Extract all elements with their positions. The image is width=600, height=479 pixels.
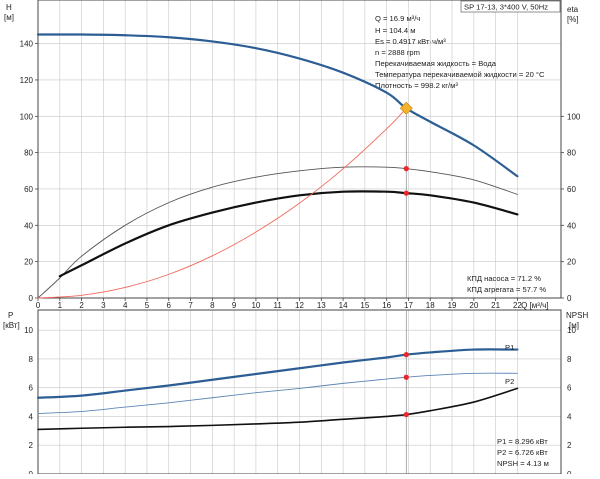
xtick-label: 21 <box>491 301 500 310</box>
top-ytick-right-label: 60 <box>567 185 576 194</box>
bottom-ytick-left-label: 4 <box>29 412 34 421</box>
system-curve <box>37 107 407 299</box>
top-ytick-right-label: 0 <box>567 294 572 303</box>
power-point-marker <box>403 352 409 358</box>
bottom-ytick-right-label: 0 <box>567 470 572 474</box>
top-ylabel-left-line2: [м] <box>4 13 14 22</box>
info-flow: Q = 16.9 м³/ч <box>375 14 420 23</box>
bottom-ylabel-left-line1: P <box>8 311 13 320</box>
efficiency-pump-curve <box>37 166 518 299</box>
top-series-group <box>36 33 519 299</box>
efficiency-point-marker <box>403 190 409 196</box>
xtick-label: 13 <box>317 301 326 310</box>
xtick-label: 3 <box>101 301 106 310</box>
xtick-label: 1 <box>58 301 63 310</box>
chart-title: SP 17-13, 3*400 V, 50Hz <box>464 3 548 12</box>
x-axis-label: Q [м³/ч] <box>521 301 548 310</box>
xtick-label: 19 <box>448 301 457 310</box>
xtick-label: 9 <box>232 301 237 310</box>
top-ytick-left-label: 80 <box>24 149 33 158</box>
xtick-label: 16 <box>382 301 391 310</box>
bottom-ytick-left-label: 10 <box>24 326 33 335</box>
xtick-label: 17 <box>404 301 413 310</box>
info-liquid: Перекачиваемая жидкость = Вода <box>375 59 497 68</box>
power-p2-curve <box>37 372 518 415</box>
top-ytick-left-label: 120 <box>20 76 34 85</box>
info-head: H = 104.4 м <box>375 26 415 35</box>
top-ytick-left-label: 0 <box>29 294 34 303</box>
bottom-ytick-left-label: 6 <box>29 384 34 393</box>
bottom-series-group <box>36 310 519 474</box>
efficiency-label-pump: КПД насоса = 71.2 % <box>467 274 541 283</box>
operating-point-marker <box>399 101 413 115</box>
top-ylabel-right-line1: eta <box>567 5 579 14</box>
operating-info-block: Q = 16.9 м³/ч H = 104.4 м Es = 0.4917 кВ… <box>375 14 545 90</box>
bottom-ytick-left-label: 2 <box>29 441 34 450</box>
xtick-label: 22 <box>513 301 522 310</box>
top-ytick-left-label: 60 <box>24 185 33 194</box>
chart-title-box <box>460 0 561 13</box>
xtick-label: 0 <box>36 301 41 310</box>
npsh-curve <box>37 387 519 431</box>
curve-label-p1: P1 <box>505 343 514 352</box>
info-p1: P1 = 8.296 кВт <box>497 437 548 446</box>
xtick-label: 12 <box>295 301 304 310</box>
bottom-ytick-right-label: 8 <box>567 355 572 364</box>
info-speed: n = 2888 rpm <box>375 48 420 57</box>
power-p1-curve <box>36 348 519 399</box>
power-point-marker <box>403 411 409 418</box>
bottom-ytick-right-label: 2 <box>567 441 572 450</box>
xtick-label: 14 <box>339 301 348 310</box>
bottom-ytick-right-label: 6 <box>567 384 572 393</box>
xtick-label: 18 <box>426 301 435 310</box>
efficiency-label-unit: КПД агрегата = 57.7 % <box>467 285 546 294</box>
head-curve <box>36 33 519 178</box>
xtick-label: 8 <box>210 301 215 310</box>
top-ylabel-right-line2: [%] <box>567 15 579 24</box>
info-temperature: Температура перекачиваемой жидкости = 20… <box>375 70 545 79</box>
efficiency-unit-curve <box>58 190 519 278</box>
top-ytick-left-label: 40 <box>24 221 33 230</box>
xtick-label: 7 <box>188 301 193 310</box>
power-point-marker <box>403 374 409 380</box>
info-p2: P2 = 6.726 кВт <box>497 448 548 457</box>
top-ytick-left-label: 20 <box>24 258 33 267</box>
efficiency-point-marker <box>403 166 409 172</box>
top-ylabel-left-line1: H <box>6 3 12 12</box>
bottom-ylabel-left-line2: [кВт] <box>3 321 20 330</box>
top-ytick-right-label: 100 <box>567 112 581 121</box>
xtick-label: 2 <box>79 301 84 310</box>
bottom-ytick-right-label: 4 <box>567 412 572 421</box>
bottom-gridlines <box>38 310 561 474</box>
top-ytick-right-label: 40 <box>567 221 576 230</box>
xtick-label: 10 <box>251 301 260 310</box>
info-energy: Es = 0.4917 кВт·ч/м³ <box>375 37 446 46</box>
info-density: Плотность = 998.2 кг/м³ <box>375 81 458 90</box>
xtick-label: 20 <box>469 301 478 310</box>
top-ytick-right-label: 80 <box>567 149 576 158</box>
bottom-ytick-left-label: 8 <box>29 355 34 364</box>
xtick-label: 5 <box>145 301 150 310</box>
bottom-ytick-left-label: 0 <box>29 470 34 474</box>
top-ytick-left-label: 140 <box>20 40 34 49</box>
xtick-label: 15 <box>360 301 369 310</box>
curve-label-p2: P2 <box>505 377 514 386</box>
bottom-ylabel-right-line2: [м] <box>569 321 579 330</box>
xtick-label: 6 <box>167 301 172 310</box>
top-ytick-left-label: 100 <box>20 112 34 121</box>
info-npsh: NPSH = 4.13 м <box>497 459 549 468</box>
top-ytick-right-label: 20 <box>567 258 576 267</box>
bottom-ytick-right-label: 10 <box>567 326 576 335</box>
xtick-label: 4 <box>123 301 128 310</box>
xtick-label: 11 <box>274 301 283 310</box>
bottom-ylabel-right-line1: NPSH <box>566 311 588 320</box>
